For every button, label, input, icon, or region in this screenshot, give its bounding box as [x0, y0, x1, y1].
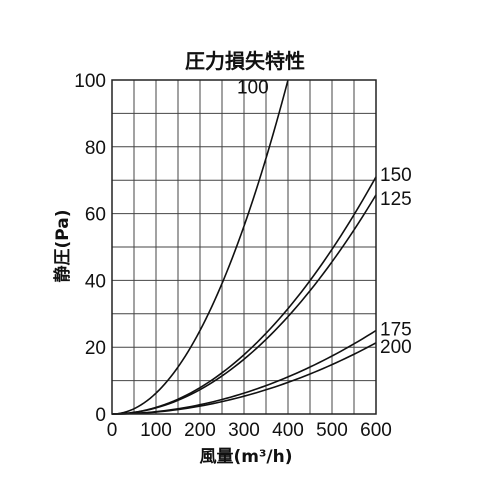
chart-title: 圧力損失特性 — [185, 49, 305, 73]
x-axis-label: 風量(m³/h) — [199, 446, 292, 467]
y-tick-label: 0 — [95, 405, 106, 426]
y-tick-label: 40 — [85, 271, 106, 292]
x-tick-label: 400 — [272, 420, 304, 441]
curve-label-175: 175 — [380, 320, 412, 341]
curve-label-200: 200 — [380, 337, 412, 358]
x-tick-label: 100 — [140, 420, 172, 441]
x-tick-label: 300 — [228, 420, 260, 441]
curve-100 — [111, 79, 289, 415]
x-tick-label: 500 — [316, 420, 348, 441]
curves — [111, 79, 377, 415]
curve-label-100: 100 — [237, 77, 269, 98]
y-tick-label: 80 — [85, 138, 106, 159]
curve-label-150: 150 — [380, 165, 412, 186]
y-axis-label: 静圧(Pa) — [52, 209, 73, 282]
curve-125 — [111, 194, 377, 415]
y-tick-label: 60 — [85, 205, 106, 226]
x-tick-label: 0 — [107, 420, 118, 441]
curve-label-125: 125 — [380, 189, 412, 210]
y-tick-label: 100 — [74, 71, 106, 92]
y-tick-label: 20 — [85, 338, 106, 359]
tick-labels: 0 100 200 300 400 500 600 0 20 40 60 80 100 — [74, 71, 392, 441]
curve-200 — [111, 342, 377, 415]
x-tick-label: 600 — [360, 420, 392, 441]
grid-lines — [112, 80, 376, 414]
plot-frame — [111, 79, 377, 415]
x-tick-label: 200 — [184, 420, 216, 441]
